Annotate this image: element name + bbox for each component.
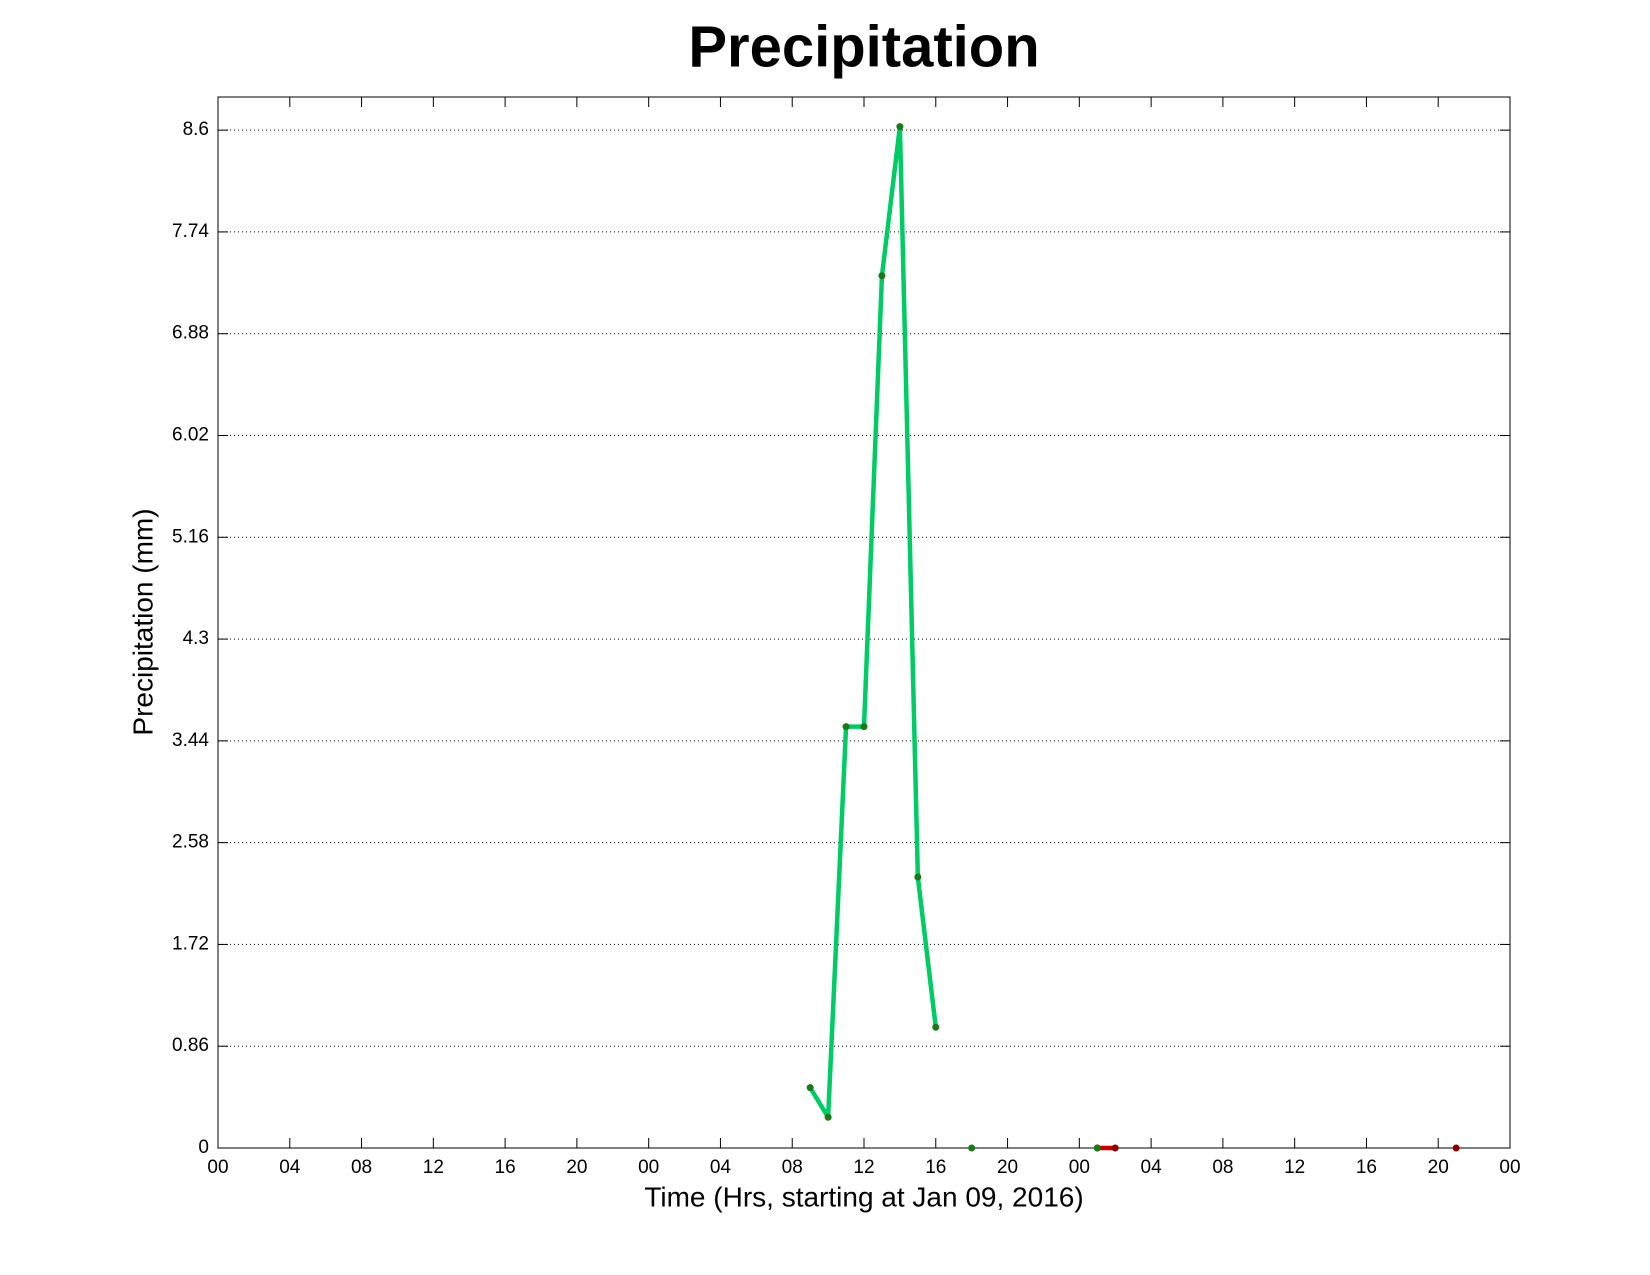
y-tick-label: 6.02 xyxy=(172,425,209,446)
x-tick-label: 04 xyxy=(1141,1157,1163,1178)
y-tick-label: 0 xyxy=(198,1137,209,1158)
data-point xyxy=(1452,1144,1460,1152)
x-tick-label: 12 xyxy=(853,1157,874,1178)
data-point xyxy=(824,1113,832,1121)
y-tick-label: 0.86 xyxy=(172,1035,209,1056)
x-tick-label: 00 xyxy=(207,1157,228,1178)
y-tick-label: 3.44 xyxy=(172,730,209,751)
data-point xyxy=(1111,1144,1119,1152)
data-point xyxy=(968,1144,976,1152)
data-point xyxy=(914,873,922,881)
data-point xyxy=(932,1023,940,1031)
y-tick-label: 7.74 xyxy=(172,221,209,242)
x-tick-label: 04 xyxy=(710,1157,732,1178)
x-tick-label: 12 xyxy=(1284,1157,1305,1178)
data-point xyxy=(860,723,868,731)
x-tick-label: 20 xyxy=(566,1157,587,1178)
x-tick-label: 16 xyxy=(495,1157,516,1178)
y-tick-label: 2.58 xyxy=(172,832,209,853)
y-tick-label: 8.6 xyxy=(183,119,209,140)
x-tick-label: 16 xyxy=(925,1157,946,1178)
y-tick-label: 6.88 xyxy=(172,323,209,344)
y-tick-label: 1.72 xyxy=(172,933,209,954)
x-tick-label: 00 xyxy=(1069,1157,1090,1178)
x-tick-label: 20 xyxy=(1428,1157,1449,1178)
x-axis-label: Time (Hrs, starting at Jan 09, 2016) xyxy=(644,1181,1083,1212)
y-tick-label: 5.16 xyxy=(172,526,209,547)
x-tick-label: 00 xyxy=(638,1157,659,1178)
y-tick-label: 4.3 xyxy=(183,628,209,649)
data-point xyxy=(806,1084,814,1092)
x-tick-label: 00 xyxy=(1499,1157,1520,1178)
chart-title: Precipitation xyxy=(688,14,1039,79)
x-tick-label: 12 xyxy=(423,1157,444,1178)
data-point xyxy=(896,123,904,131)
y-axis-label: Precipitation (mm) xyxy=(127,508,158,735)
x-tick-label: 08 xyxy=(782,1157,803,1178)
x-tick-label: 16 xyxy=(1356,1157,1377,1178)
data-point xyxy=(842,723,850,731)
x-tick-label: 08 xyxy=(1212,1157,1233,1178)
x-tick-label: 08 xyxy=(351,1157,372,1178)
plot-frame xyxy=(217,96,1511,1149)
x-tick-label: 04 xyxy=(279,1157,301,1178)
x-tick-label: 20 xyxy=(997,1157,1018,1178)
data-point xyxy=(878,272,886,280)
series-line xyxy=(810,127,1097,1148)
data-point xyxy=(1093,1144,1101,1152)
